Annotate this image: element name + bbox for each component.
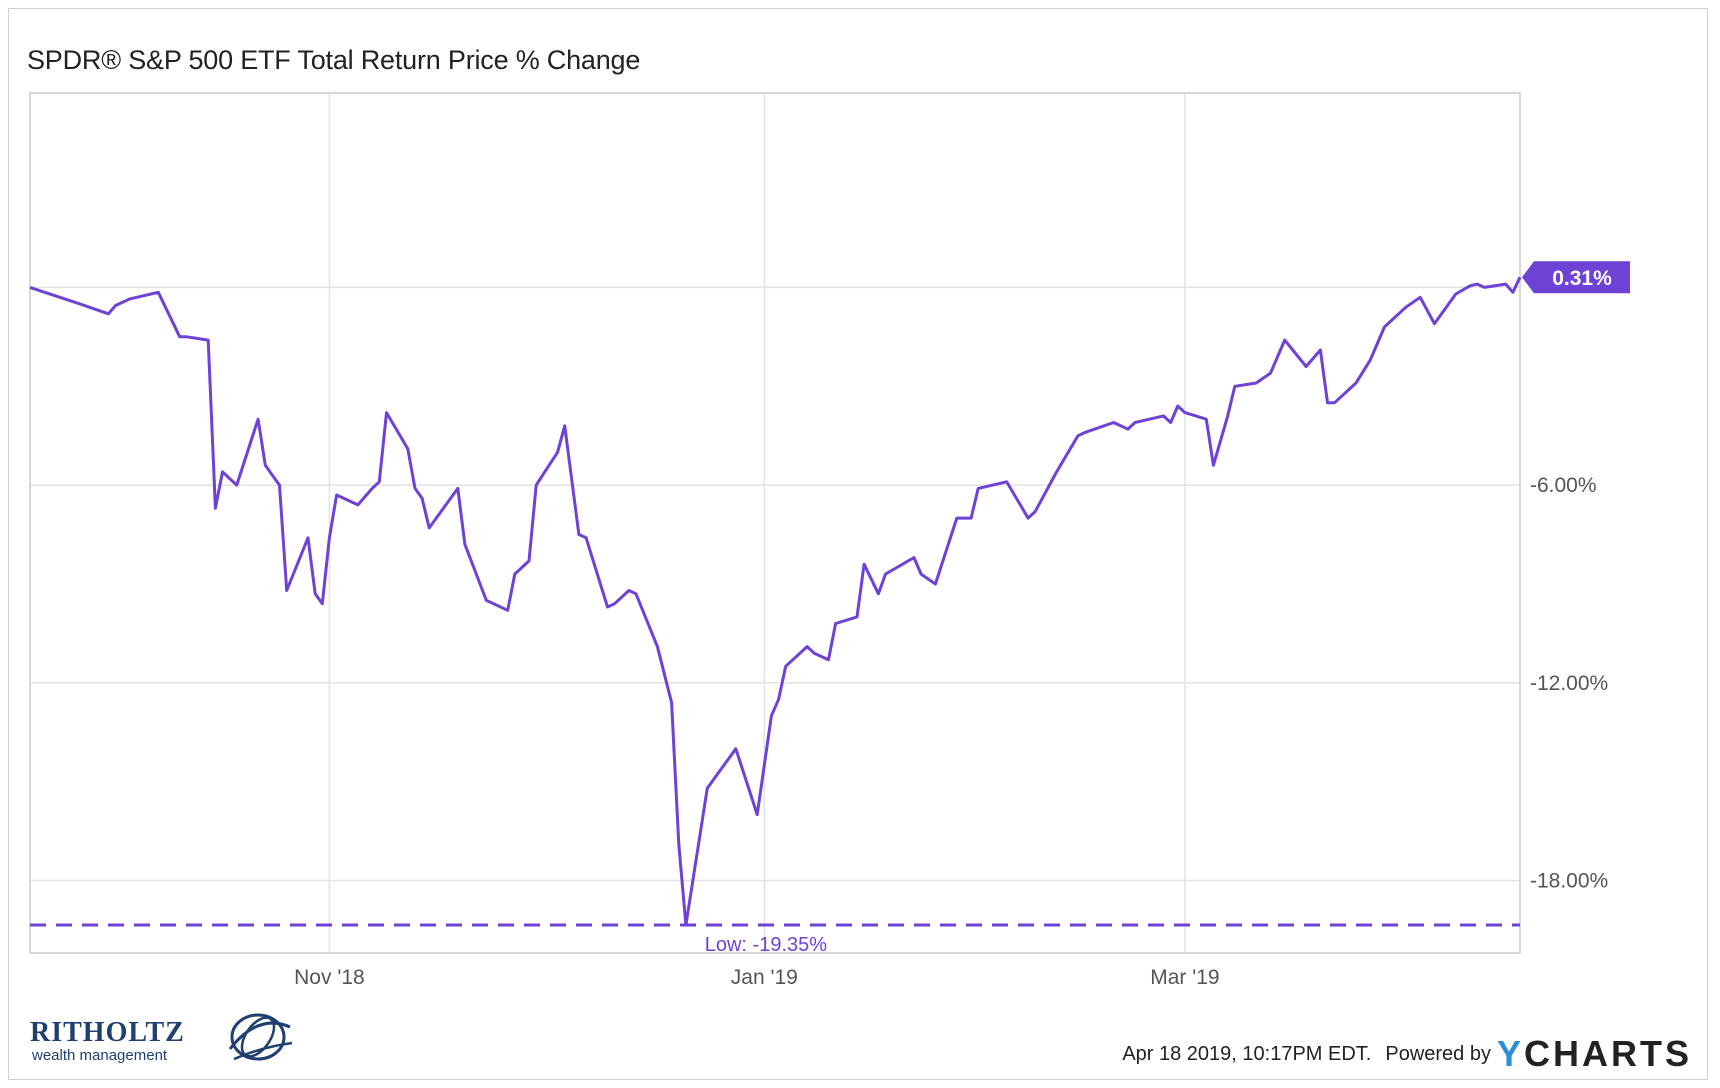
y-tick-label: -18.00% — [1530, 870, 1608, 893]
low-reference-line: Low: -19.35% — [30, 923, 1520, 956]
y-tick-label: -6.00% — [1530, 474, 1597, 497]
ycharts-logo[interactable]: YCHARTS — [1497, 1033, 1692, 1075]
x-tick-label: Jan '19 — [731, 966, 798, 989]
logo-subtitle: wealth management — [32, 1047, 168, 1064]
low-label: Low: -19.35% — [705, 934, 828, 956]
y-tick-label: -12.00% — [1530, 672, 1608, 695]
x-axis-ticks: Nov '18 Jan '19 Mar '19 — [294, 966, 1219, 989]
logo-wordmark: RITHOLTZ — [30, 1017, 185, 1048]
x-tick-label: Mar '19 — [1150, 966, 1219, 989]
plot-area-border — [29, 92, 1521, 954]
ycharts-logo-text: CHARTS — [1524, 1033, 1692, 1074]
y-axis-ticks: -6.00% -12.00% -18.00% — [1530, 474, 1608, 892]
ycharts-logo-y: Y — [1496, 1033, 1524, 1074]
globe-icon — [228, 1013, 293, 1061]
last-value-text: 0.31% — [1552, 267, 1612, 290]
series-line — [29, 276, 1522, 927]
footer-timestamp: Apr 18 2019, 10:17PM EDT. — [1122, 1042, 1372, 1065]
chart-frame — [8, 8, 1708, 1080]
last-value-flag — [1522, 261, 1630, 294]
last-value-label: 0.31% — [1522, 261, 1630, 294]
grid-lines — [30, 93, 1520, 953]
series-group — [29, 276, 1522, 927]
chart-svg: -6.00% -12.00% -18.00% Nov '18 Jan '19 Mar '… — [29, 92, 1630, 989]
footer: Apr 18 2019, 10:17PM EDT. Powered by YCH… — [1122, 1033, 1692, 1075]
x-tick-label: Nov '18 — [294, 966, 365, 989]
chart-title: SPDR® S&P 500 ETF Total Return Price % C… — [27, 45, 641, 75]
footer-powered-by: Powered by — [1385, 1042, 1491, 1065]
